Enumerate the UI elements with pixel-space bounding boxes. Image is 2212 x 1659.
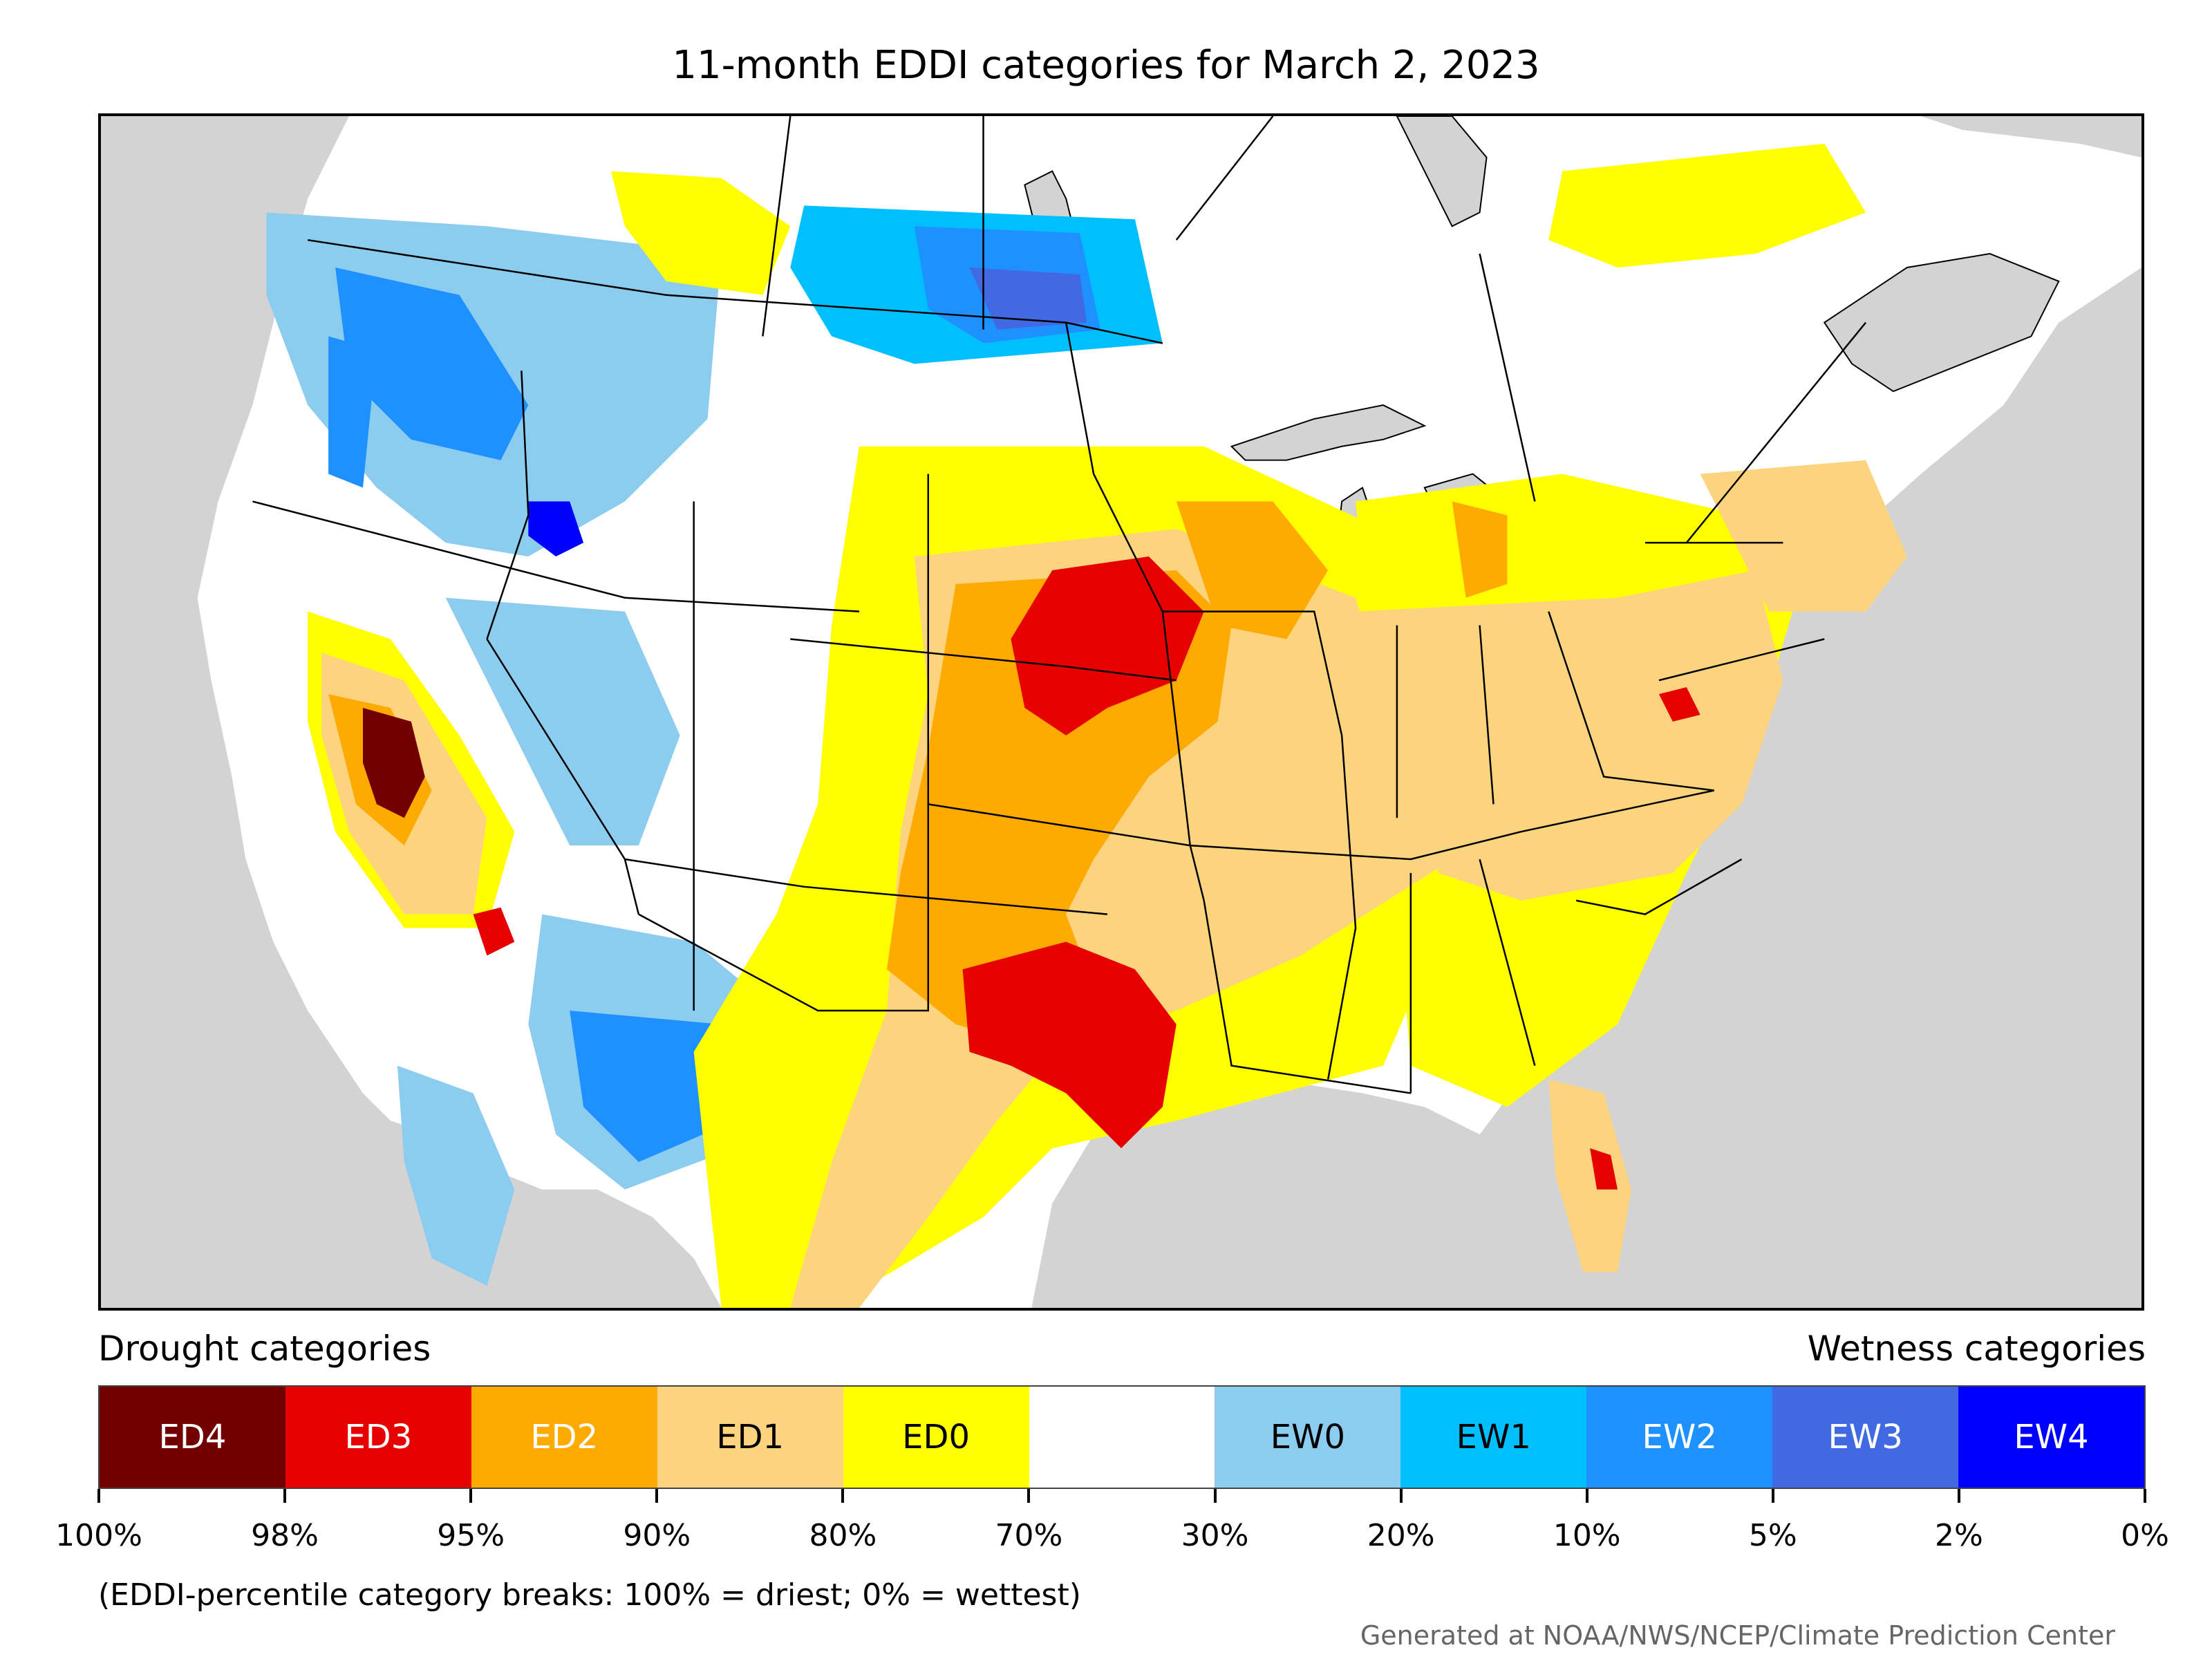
colorbar-tick — [1585, 1489, 1588, 1503]
dry-ed0-montana — [611, 171, 791, 295]
dry-ed4-california — [362, 708, 425, 818]
state-boundaries — [252, 116, 1867, 1094]
dry-ed0-canada — [1548, 143, 1866, 268]
category-breaks-note: (EDDI-percentile category breaks: 100% =… — [98, 1577, 1081, 1613]
colorbar-tick — [2144, 1489, 2146, 1503]
dry-ed2-michigan — [1452, 501, 1508, 598]
category-swatch: ED0 — [843, 1387, 1029, 1488]
lake-superior — [1230, 404, 1427, 461]
category-swatch: ED2 — [471, 1387, 657, 1488]
colorbar-tick-label: 2% — [1935, 1518, 1983, 1553]
wet-coast-ew1 — [328, 336, 377, 488]
colorbar-tick — [1399, 1489, 1403, 1503]
colorbar-tick-label: 80% — [809, 1518, 877, 1553]
category-swatch: EW1 — [1400, 1387, 1587, 1488]
us-map-canvas — [197, 116, 2141, 1308]
colorbar-tick — [469, 1489, 473, 1503]
category-colorbar: ED4 ED3 ED2 ED1 ED0 EW0 EW1 EW2 EW3 EW4 — [98, 1385, 2146, 1489]
drought-categories-heading: Drought categories — [98, 1329, 431, 1369]
colorbar-tick — [1957, 1489, 1960, 1503]
wet-baja-ew0 — [397, 1065, 515, 1286]
category-swatch: EW0 — [1215, 1387, 1401, 1488]
colorbar-tick — [1771, 1489, 1774, 1503]
dry-ed2-midwest — [1176, 501, 1329, 639]
category-swatch: EW3 — [1772, 1387, 1959, 1488]
hudson-bay — [1396, 116, 1488, 227]
colorbar-tick-label: 95% — [437, 1518, 505, 1553]
wet-northern-plains-ew3 — [969, 267, 1087, 330]
dry-ed3-virginia — [1658, 687, 1700, 722]
dry-ed1-northeast — [1700, 460, 1907, 612]
wetness-categories-heading: Wetness categories — [1807, 1329, 2146, 1369]
dry-ed3-socal — [473, 907, 515, 956]
category-swatch — [1029, 1387, 1215, 1488]
category-swatch: EW2 — [1586, 1387, 1773, 1488]
eddi-map — [98, 113, 2144, 1311]
colorbar-tick — [1213, 1489, 1217, 1503]
colorbar-tick-label: 30% — [1181, 1518, 1249, 1553]
map-title: 11-month EDDI categories for March 2, 20… — [672, 43, 1540, 88]
wet-pacific-nw-ew2 — [335, 267, 529, 460]
colorbar-tick-label: 20% — [1367, 1518, 1435, 1553]
dry-ed1-east — [1356, 570, 1783, 901]
colorbar-tick — [1027, 1489, 1031, 1503]
dry-ed3-florida — [1590, 1148, 1618, 1190]
generation-credit: Generated at NOAA/NWS/NCEP/Climate Predi… — [1360, 1620, 2115, 1651]
category-swatch: ED3 — [285, 1387, 471, 1488]
colorbar-tick-label: 5% — [1748, 1518, 1797, 1553]
category-swatch: ED4 — [100, 1387, 285, 1488]
wet-idaho-ew4 — [528, 501, 584, 557]
dry-ed3-texas — [962, 941, 1177, 1149]
gulf-of-st-lawrence — [1823, 253, 2060, 393]
category-swatch: EW4 — [1958, 1387, 2144, 1488]
colorbar-tick-label: 90% — [623, 1518, 691, 1553]
colorbar-tick — [655, 1489, 659, 1503]
wet-arizona-ew2 — [570, 1010, 735, 1162]
colorbar-tick-label: 10% — [1553, 1518, 1621, 1553]
wet-great-basin-ew0 — [445, 597, 680, 846]
colorbar-tick-label: 0% — [2121, 1518, 2169, 1553]
colorbar-tick — [97, 1489, 100, 1503]
colorbar-tick — [283, 1489, 287, 1503]
dry-ed3-nebraska — [1011, 556, 1204, 735]
colorbar-tick — [841, 1489, 845, 1503]
dry-ed1-florida — [1548, 1079, 1631, 1273]
colorbar-tick-label: 98% — [251, 1518, 319, 1553]
category-swatch: ED1 — [657, 1387, 843, 1488]
colorbar-tick-label: 100% — [55, 1518, 142, 1553]
colorbar-tick-label: 70% — [995, 1518, 1063, 1553]
